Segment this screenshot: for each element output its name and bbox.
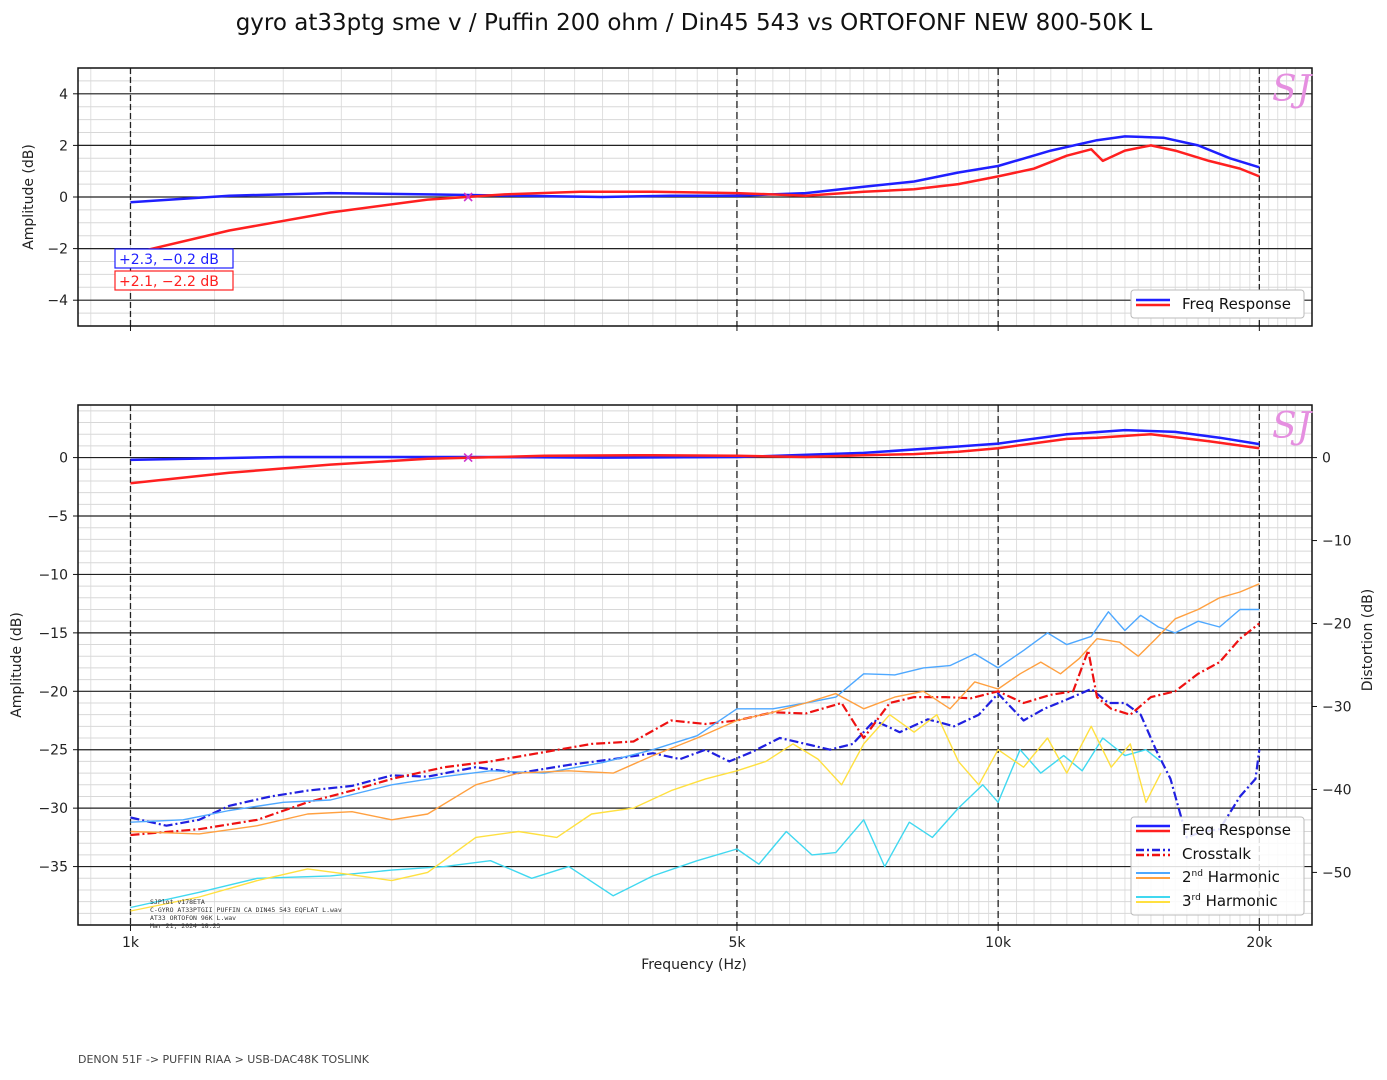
top-legend-freq-response: Freq Response xyxy=(1182,295,1291,313)
legend-3rd-harmonic: 3rd Harmonic xyxy=(1182,892,1278,910)
y2-tick-label: −20 xyxy=(1322,617,1352,633)
y-tick-label: 4 xyxy=(59,87,68,103)
y-tick-label: −20 xyxy=(38,684,68,700)
y-tick-label: 2 xyxy=(59,138,68,154)
legend-2nd-harmonic: 2nd Harmonic xyxy=(1182,868,1280,886)
top-legend-box xyxy=(1130,289,1305,319)
bottom-legend-box xyxy=(1130,816,1305,916)
x-tick-label: 1k xyxy=(122,935,140,951)
sj-watermark: SJ xyxy=(1272,69,1314,110)
value-annotations: +2.3, −0.2 dB +2.1, −2.2 dB xyxy=(114,248,234,291)
y-tick-label: −30 xyxy=(38,801,68,817)
y2-tick-label: −10 xyxy=(1322,534,1352,550)
top-legend: Freq Response xyxy=(1130,289,1305,319)
reference-marker xyxy=(463,453,473,463)
top-y-axis-ticks: 4 2 0 −2 −4 xyxy=(47,87,1260,331)
x-tick-label: 5k xyxy=(728,935,746,951)
y-tick-label: −15 xyxy=(38,626,68,642)
info-line-3: AT33 ORTOFON 96K L.wav xyxy=(150,914,236,922)
info-line-1: SJPlot v178ETA xyxy=(150,898,205,906)
legend-crosstalk: Crosstalk xyxy=(1182,845,1251,863)
y2-tick-label: −30 xyxy=(1322,699,1352,715)
y-tick-label: −25 xyxy=(38,743,68,759)
series-h2_blue xyxy=(130,608,1260,823)
info-line-4: Mar 21, 2024 18:23 xyxy=(150,922,221,930)
bottom-y-axis-label: Amplitude (dB) xyxy=(9,612,25,718)
series-fr_red xyxy=(130,144,1260,256)
y2-tick-label: −40 xyxy=(1322,782,1352,798)
y-tick-label: −2 xyxy=(47,242,68,258)
x-tick-label: 20k xyxy=(1246,935,1273,951)
series-h3_yellow xyxy=(130,714,1162,912)
legend-2nd-sup: nd xyxy=(1192,869,1203,879)
bottom-series xyxy=(130,428,1261,912)
annotation-blue-box xyxy=(114,248,234,269)
bottom-y-axis-ticks: 0 −5 −10 −15 −20 −25 −30 −35 xyxy=(38,451,78,876)
y-tick-label: −35 xyxy=(38,860,68,876)
legend-3rd-rest: Harmonic xyxy=(1201,892,1278,910)
top-series xyxy=(130,135,1260,256)
y-tick-label: 0 xyxy=(59,190,68,206)
bottom-legend: Freq Response Crosstalk 2nd Harmonic 3rd… xyxy=(1130,816,1305,916)
plot-info: SJPlot v178ETA C-GYRO AT33PTGII PUFFIN C… xyxy=(150,898,342,930)
footer-chain: DENON 51F -> PUFFIN RIAA > USB-DAC48K TO… xyxy=(78,1053,370,1066)
legend-freq-response: Freq Response xyxy=(1182,821,1291,839)
info-line-2: C-GYRO AT33PTGII PUFFIN CA DIN45 543 EQF… xyxy=(150,906,342,914)
bottom-grid xyxy=(78,405,1312,925)
x-axis-ticks: 1k 5k 10k 20k xyxy=(122,925,1273,951)
y-tick-label: 0 xyxy=(59,451,68,467)
chart-title: gyro at33ptg sme v / Puffin 200 ohm / Di… xyxy=(236,10,1153,36)
legend-2nd-rest: Harmonic xyxy=(1203,868,1280,886)
annotation-blue-text: +2.3, −0.2 dB xyxy=(119,252,219,268)
y-tick-label: −10 xyxy=(38,567,68,583)
bottom-plot-frame xyxy=(77,404,1313,926)
sj-watermark-bottom: SJ xyxy=(1272,406,1314,447)
series-fr_blue xyxy=(130,135,1260,204)
series-ct_red xyxy=(130,622,1260,837)
top-y-axis-label: Amplitude (dB) xyxy=(21,144,37,250)
legend-3rd-num: 3 xyxy=(1182,892,1192,910)
top-grid xyxy=(78,68,1312,326)
bottom-y2-axis-ticks: 0 −10 −20 −30 −40 −50 xyxy=(1312,451,1352,881)
annotation-red-box xyxy=(114,270,234,291)
x-tick-label: 10k xyxy=(985,935,1012,951)
frequency-response-panel: 4 2 0 −2 −4 Amplitude (dB) SJ +2.3, −0.2 dB … xyxy=(21,67,1314,331)
legend-3rd-sup: rd xyxy=(1192,893,1201,903)
series-ct_blue xyxy=(130,687,1261,839)
y2-tick-label: 0 xyxy=(1322,451,1331,467)
series-fr_red xyxy=(130,432,1260,485)
y2-tick-label: −50 xyxy=(1322,865,1352,881)
series-h3_cyan xyxy=(130,737,1162,909)
annotation-red-text: +2.1, −2.2 dB xyxy=(119,274,219,290)
reference-marker xyxy=(463,192,473,202)
series-h2_orange xyxy=(130,583,1260,835)
bottom-y2-axis-label: Distortion (dB) xyxy=(1360,589,1376,691)
y-tick-label: −4 xyxy=(47,293,68,309)
x-axis-label: Frequency (Hz) xyxy=(641,957,747,973)
y-tick-label: −5 xyxy=(47,509,68,525)
distortion-panel: 0 −5 −10 −15 −20 −25 −30 −35 0 −10 −20 −30 −40 −50 1… xyxy=(9,404,1376,973)
legend-2nd-num: 2 xyxy=(1182,868,1192,886)
